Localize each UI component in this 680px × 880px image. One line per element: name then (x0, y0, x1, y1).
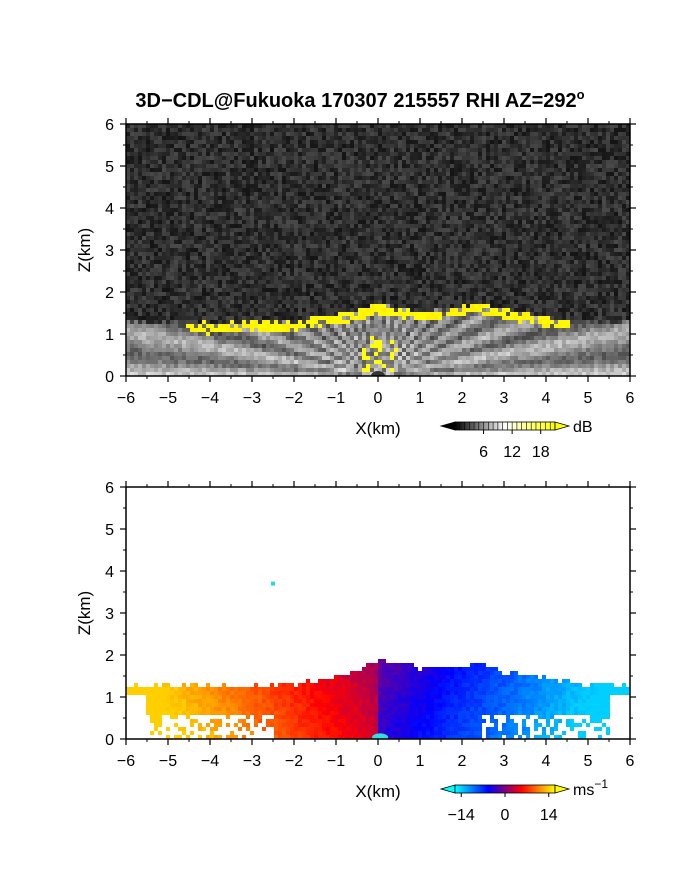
y-axis-label: Z(km) (75, 591, 94, 635)
y-tick-label: 2 (105, 648, 114, 665)
x-tick-label: 3 (500, 753, 509, 770)
colorbar-tick-label: −14 (448, 807, 475, 824)
origin-blob (372, 733, 389, 739)
x-tick-label: 6 (626, 390, 635, 407)
y-tick-label: 0 (105, 732, 114, 749)
x-tick-label: 2 (458, 753, 467, 770)
colorbar-tick-label: 14 (540, 807, 558, 824)
y-tick-label: 1 (105, 327, 114, 344)
colorbar-unit-text: dB (573, 419, 593, 436)
y-tick-label: 1 (105, 690, 114, 707)
x-tick-label: 1 (416, 390, 425, 407)
x-tick-label: 6 (626, 753, 635, 770)
x-tick-label: 2 (458, 390, 467, 407)
figure-title-text: 3D−CDL@Fukuoka 170307 215557 RHI AZ=292 (135, 90, 576, 112)
colorbar-unit-superscript: −1 (594, 777, 608, 791)
colorbar: 6 12 18 dB (439, 419, 593, 461)
colorbar-unit: ms−1 (573, 777, 608, 799)
figure-title: 3D−CDL@Fukuoka 170307 215557 RHI AZ=292o (135, 87, 584, 112)
x-tick-label: 5 (584, 753, 593, 770)
colorbar-unit-text: ms (573, 782, 594, 799)
y-tick-label: 6 (105, 117, 114, 134)
y-tick-label: 6 (105, 480, 114, 497)
colorbar-tick-label: 12 (503, 444, 521, 461)
isolated-point (271, 581, 275, 586)
x-tick-label: 3 (500, 390, 509, 407)
x-tick-label: 4 (542, 390, 551, 407)
x-tick-label: −4 (201, 390, 219, 407)
heatmap-area (126, 581, 630, 739)
colorbar-tick-label: 6 (479, 444, 488, 461)
x-tick-label: −5 (159, 390, 177, 407)
x-tick-label: 1 (416, 753, 425, 770)
colorbar-gradient (454, 421, 556, 431)
colorbar-tick-label: 18 (532, 444, 550, 461)
x-axis-label: X(km) (355, 782, 400, 801)
y-tick-label: 5 (105, 159, 114, 176)
colorbar-high-arrow (554, 421, 571, 431)
x-tick-label: 0 (374, 753, 383, 770)
x-tick-label: 0 (374, 390, 383, 407)
x-tick-label: −1 (327, 753, 345, 770)
x-tick-label: −4 (201, 753, 219, 770)
x-tick-label: −6 (117, 753, 135, 770)
x-tick-label: 5 (584, 390, 593, 407)
x-tick-label: −2 (285, 753, 303, 770)
x-tick-label: 4 (542, 753, 551, 770)
x-tick-label: −3 (243, 390, 261, 407)
x-tick-label: −5 (159, 753, 177, 770)
colorbar-gradient (454, 784, 556, 794)
x-axis-label: X(km) (355, 419, 400, 438)
x-tick-label: −2 (285, 390, 303, 407)
y-tick-label: 4 (105, 201, 114, 218)
x-tick-label: −1 (327, 390, 345, 407)
y-tick-label: 2 (105, 285, 114, 302)
colorbar-unit: dB (573, 419, 593, 436)
heatmap-area (126, 124, 630, 376)
colorbar-low-arrow (439, 784, 456, 794)
y-tick-label: 3 (105, 606, 114, 623)
title-degree-superscript: o (577, 87, 585, 102)
y-tick-label: 3 (105, 243, 114, 260)
y-tick-label: 4 (105, 564, 114, 581)
colorbar-high-arrow (554, 784, 571, 794)
x-tick-label: −6 (117, 390, 135, 407)
y-tick-label: 0 (105, 369, 114, 386)
y-tick-label: 5 (105, 522, 114, 539)
colorbar-tick-label: 0 (501, 807, 510, 824)
y-axis-label: Z(km) (75, 228, 94, 272)
x-tick-label: −3 (243, 753, 261, 770)
velocity-panel: −6 −5 −4 −3 −2 −1 0 1 2 3 4 5 6 0 1 2 3 4 5 6 X(km) Z(km) −14 0… (75, 480, 636, 824)
origin-blob (371, 371, 385, 376)
colorbar-low-arrow (439, 421, 456, 431)
colorbar: −14 0 14 ms−1 (439, 777, 608, 824)
